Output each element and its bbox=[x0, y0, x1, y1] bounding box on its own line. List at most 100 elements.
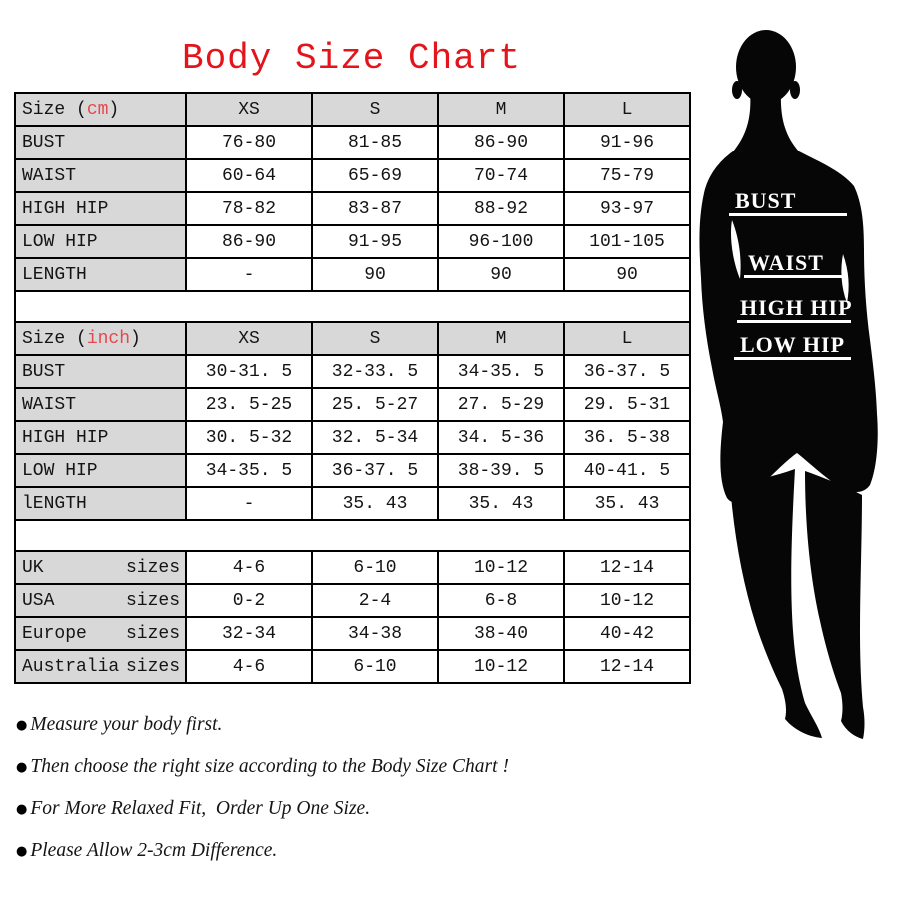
arm-gap-left bbox=[730, 220, 741, 279]
cell: 91-96 bbox=[563, 125, 691, 160]
figure-label-waist: WAIST bbox=[748, 250, 824, 275]
table-row: HIGH HIP 30. 5-32 32. 5-34 34. 5-36 36. … bbox=[14, 420, 691, 455]
note-text: For More Relaxed Fit, Order Up One Size. bbox=[30, 798, 371, 819]
table-row: UK sizes 4-6 6-10 10-12 12-14 bbox=[14, 550, 691, 585]
inch-size-caption: Size (inch) bbox=[14, 321, 187, 356]
cell: 35. 43 bbox=[311, 486, 439, 521]
inch-col-xs: XS bbox=[185, 321, 313, 356]
cell: 36. 5-38 bbox=[563, 420, 691, 455]
note-text: Then choose the right size according to … bbox=[30, 756, 509, 777]
cell: 75-79 bbox=[563, 158, 691, 193]
cell: 30-31. 5 bbox=[185, 354, 313, 389]
cell: 40-41. 5 bbox=[563, 453, 691, 488]
bullet-icon: ● bbox=[16, 801, 28, 817]
table-row: LOW HIP 34-35. 5 36-37. 5 38-39. 5 40-41… bbox=[14, 453, 691, 488]
row-label: HIGH HIP bbox=[14, 191, 187, 226]
cell: 25. 5-27 bbox=[311, 387, 439, 422]
region-label: USA sizes bbox=[14, 583, 187, 618]
row-label: BUST bbox=[14, 354, 187, 389]
cell: 65-69 bbox=[311, 158, 439, 193]
region-label: Europe sizes bbox=[14, 616, 187, 651]
bullet-icon: ● bbox=[16, 717, 28, 733]
note-text: Please Allow 2-3cm Difference. bbox=[30, 840, 278, 861]
row-label: lENGTH bbox=[14, 486, 187, 521]
note-line: ● For More Relaxed Fit, Order Up One Siz… bbox=[16, 796, 676, 822]
table-row: LENGTH - 90 90 90 bbox=[14, 257, 691, 292]
cell: 36-37. 5 bbox=[563, 354, 691, 389]
row-label: LOW HIP bbox=[14, 453, 187, 488]
cm-col-s: S bbox=[311, 92, 439, 127]
page-title: Body Size Chart bbox=[181, 38, 522, 79]
note-line: ● Then choose the right size according t… bbox=[16, 754, 676, 780]
cell: 81-85 bbox=[311, 125, 439, 160]
cell: 0-2 bbox=[185, 583, 313, 618]
cell: 2-4 bbox=[311, 583, 439, 618]
figure-label-bust: BUST bbox=[735, 188, 796, 213]
cell: 70-74 bbox=[437, 158, 565, 193]
inch-unit: inch bbox=[86, 328, 131, 349]
table-row: LOW HIP 86-90 91-95 96-100 101-105 bbox=[14, 224, 691, 259]
cell: 6-10 bbox=[311, 649, 439, 684]
table-row: lENGTH - 35. 43 35. 43 35. 43 bbox=[14, 486, 691, 521]
inch-col-s: S bbox=[311, 321, 439, 356]
cell: 27. 5-29 bbox=[437, 387, 565, 422]
cell: 35. 43 bbox=[437, 486, 565, 521]
spacer-row bbox=[14, 519, 691, 552]
cell: 78-82 bbox=[185, 191, 313, 226]
row-label: WAIST bbox=[14, 158, 187, 193]
cell: 10-12 bbox=[437, 649, 565, 684]
cell: - bbox=[185, 486, 313, 521]
cell: 35. 43 bbox=[563, 486, 691, 521]
silhouette-ear-left bbox=[732, 81, 742, 99]
cell: 6-10 bbox=[311, 550, 439, 585]
table-row: Australia sizes 4-6 6-10 10-12 12-14 bbox=[14, 649, 691, 684]
cell: 34-38 bbox=[311, 616, 439, 651]
region-label: Australia sizes bbox=[14, 649, 187, 684]
high-hip-underline bbox=[737, 320, 851, 323]
spacer-row bbox=[14, 290, 691, 323]
figure-label-low-hip: LOW HIP bbox=[740, 332, 845, 357]
cell: 10-12 bbox=[437, 550, 565, 585]
cell: 96-100 bbox=[437, 224, 565, 259]
note-line: ● Please Allow 2-3cm Difference. bbox=[16, 838, 676, 864]
inch-col-l: L bbox=[563, 321, 691, 356]
silhouette-neck bbox=[733, 92, 799, 152]
cell: 38-39. 5 bbox=[437, 453, 565, 488]
table-row: HIGH HIP 78-82 83-87 88-92 93-97 bbox=[14, 191, 691, 226]
waist-underline bbox=[744, 275, 848, 278]
table-row: BUST 76-80 81-85 86-90 91-96 bbox=[14, 125, 691, 160]
cm-size-caption: Size (cm) bbox=[14, 92, 187, 127]
figure-label-high-hip: HIGH HIP bbox=[740, 295, 853, 320]
table-row: WAIST 60-64 65-69 70-74 75-79 bbox=[14, 158, 691, 193]
cm-col-m: M bbox=[437, 92, 565, 127]
cell: 4-6 bbox=[185, 649, 313, 684]
bullet-icon: ● bbox=[16, 759, 28, 775]
cell: 40-42 bbox=[563, 616, 691, 651]
cell: 10-12 bbox=[563, 583, 691, 618]
cell: 32-34 bbox=[185, 616, 313, 651]
cell: 83-87 bbox=[311, 191, 439, 226]
cm-col-l: L bbox=[563, 92, 691, 127]
low-hip-underline bbox=[734, 357, 851, 360]
inch-header-row: Size (inch) XS S M L bbox=[14, 321, 691, 356]
region-label: UK sizes bbox=[14, 550, 187, 585]
silhouette-head bbox=[736, 30, 796, 104]
silhouette-leg-front bbox=[730, 469, 822, 738]
size-chart-table: Size (cm) XS S M L BUST 76-80 81-85 86-9… bbox=[14, 92, 691, 684]
cell: 90 bbox=[437, 257, 565, 292]
body-silhouette-figure: BUST WAIST HIGH HIP LOW HIP bbox=[693, 24, 900, 742]
bust-underline bbox=[729, 213, 847, 216]
cell: 32. 5-34 bbox=[311, 420, 439, 455]
cell: 90 bbox=[563, 257, 691, 292]
cell: 34. 5-36 bbox=[437, 420, 565, 455]
bullet-icon: ● bbox=[16, 843, 28, 859]
cell: 86-90 bbox=[185, 224, 313, 259]
cell: 60-64 bbox=[185, 158, 313, 193]
cell: 76-80 bbox=[185, 125, 313, 160]
table-row: WAIST 23. 5-25 25. 5-27 27. 5-29 29. 5-3… bbox=[14, 387, 691, 422]
cell: 34-35. 5 bbox=[437, 354, 565, 389]
cell: 88-92 bbox=[437, 191, 565, 226]
cm-header-row: Size (cm) XS S M L bbox=[14, 92, 691, 127]
table-row: USA sizes 0-2 2-4 6-8 10-12 bbox=[14, 583, 691, 618]
cm-col-xs: XS bbox=[185, 92, 313, 127]
